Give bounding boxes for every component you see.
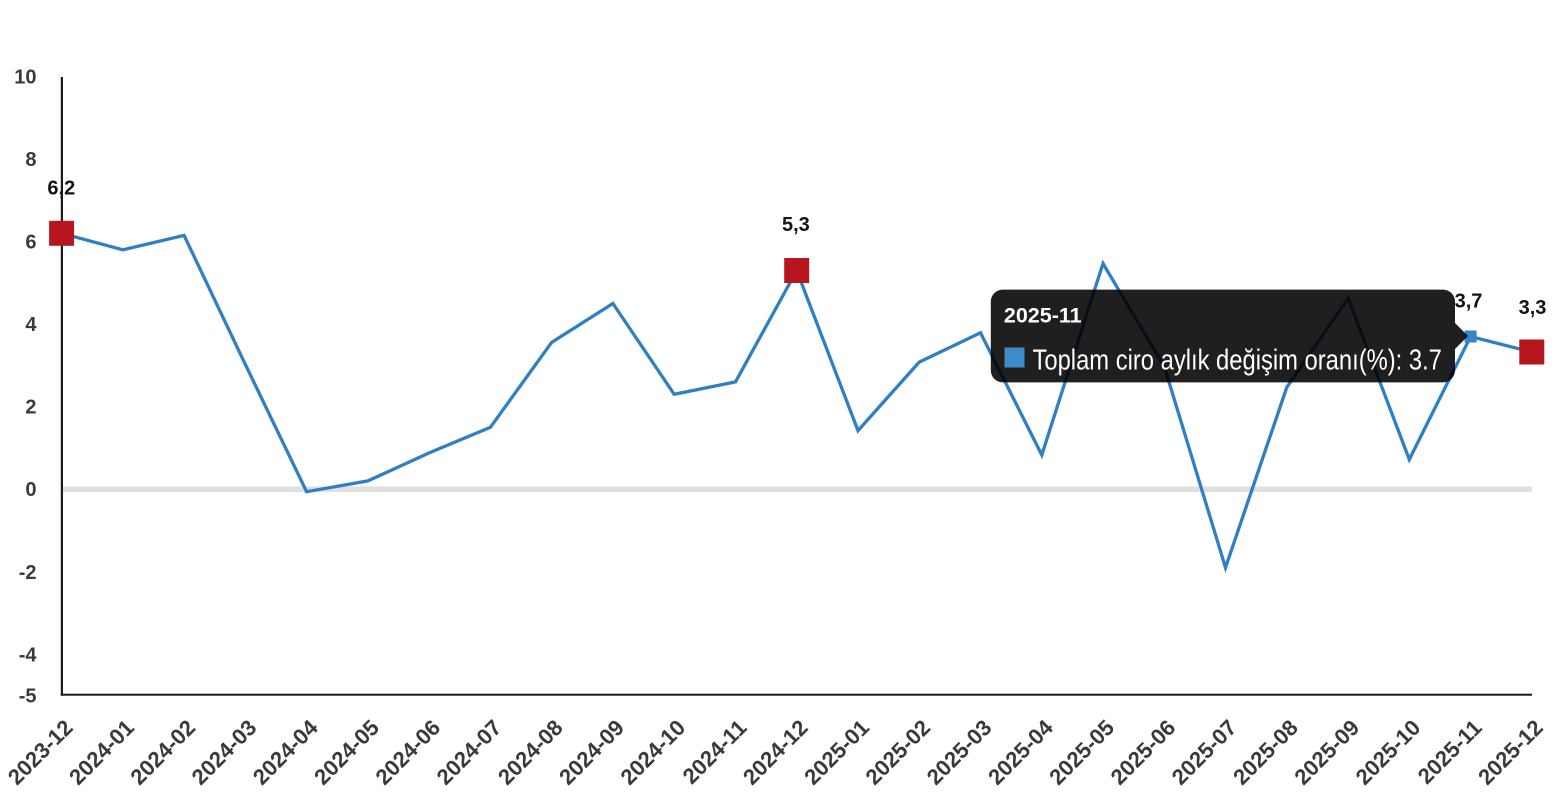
svg-text:10: 10: [14, 67, 36, 89]
svg-text:5,3: 5,3: [782, 214, 810, 236]
svg-text:-4: -4: [19, 644, 38, 666]
svg-text:2: 2: [25, 397, 36, 419]
svg-text:6,2: 6,2: [47, 178, 75, 200]
svg-text:8: 8: [25, 149, 36, 171]
svg-text:4: 4: [25, 314, 37, 336]
svg-text:2025-11: 2025-11: [1004, 304, 1082, 328]
svg-text:-5: -5: [19, 686, 37, 708]
svg-text:-2: -2: [19, 562, 37, 584]
svg-text:3,7: 3,7: [1455, 290, 1483, 312]
svg-text:6: 6: [25, 232, 36, 254]
svg-text:Toplam ciro aylık değişim oran: Toplam ciro aylık değişim oranı(%): 3.7: [1033, 343, 1442, 376]
svg-text:0: 0: [25, 479, 36, 501]
svg-text:3,3: 3,3: [1519, 297, 1547, 319]
